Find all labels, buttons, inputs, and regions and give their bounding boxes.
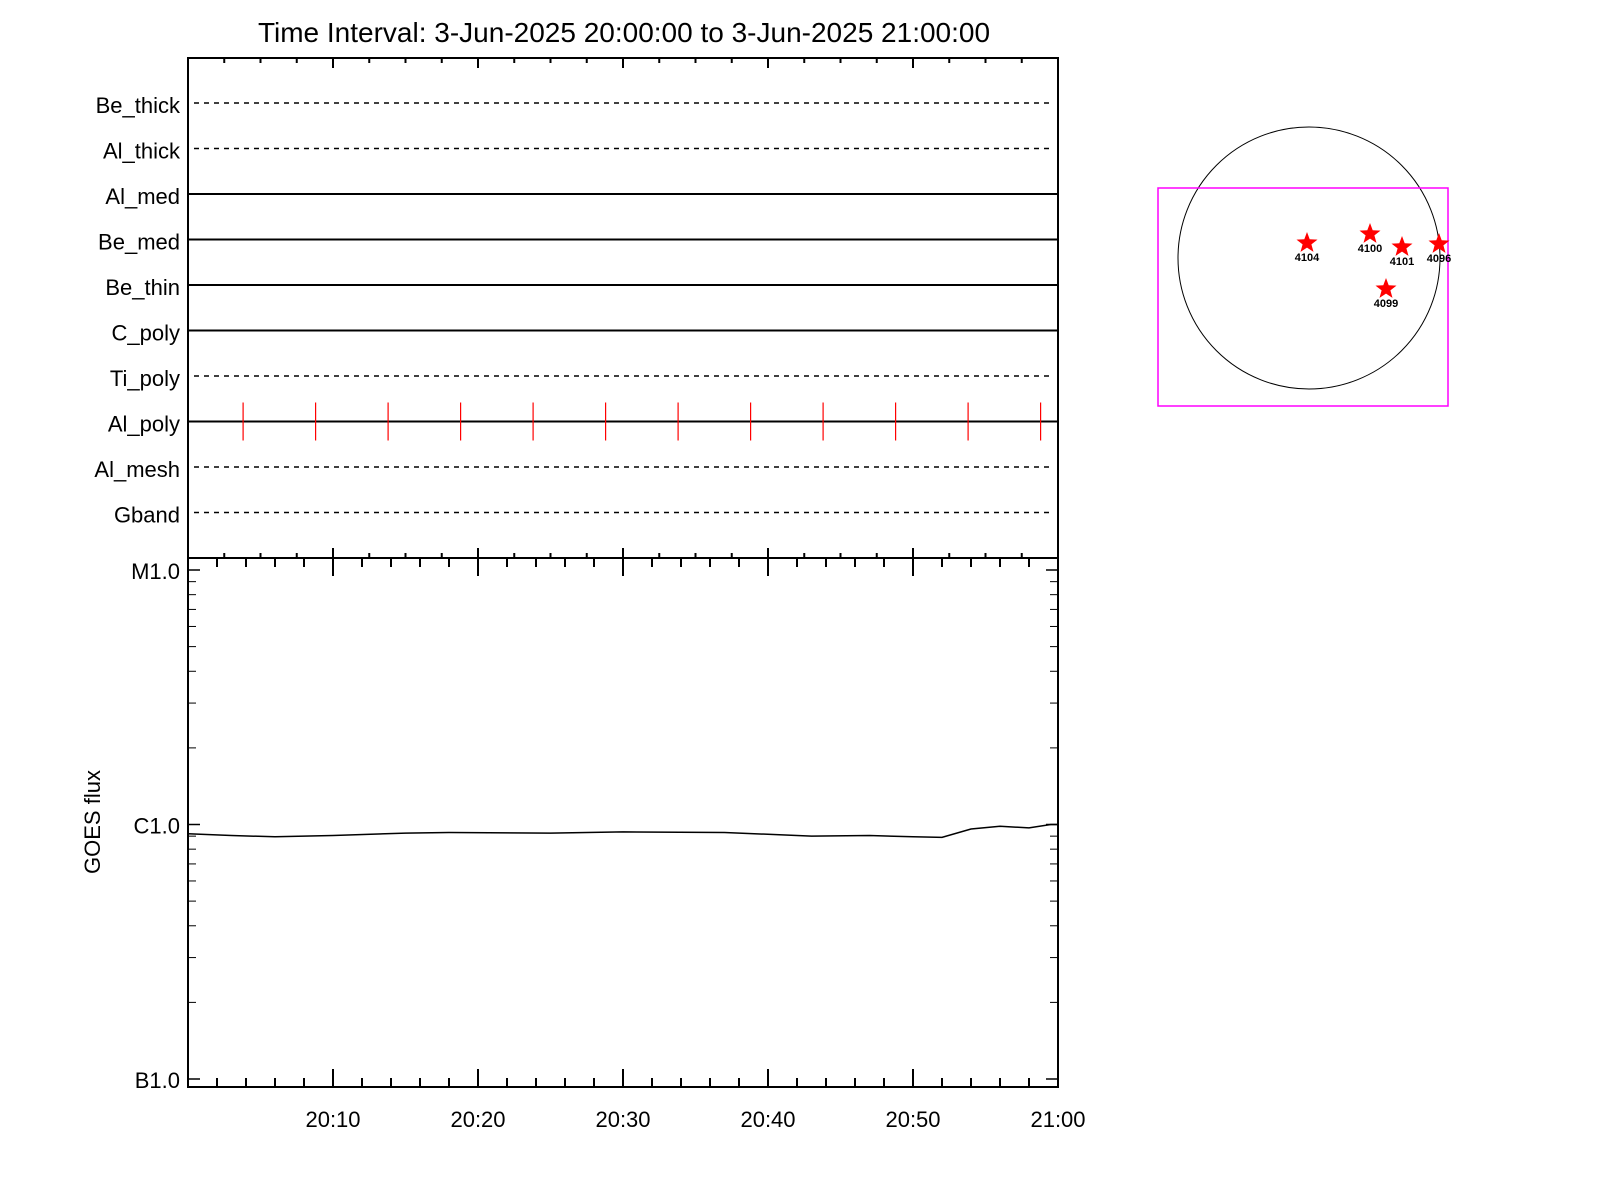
y-axis-label: GOES flux (80, 770, 105, 874)
x-tick-label: 20:20 (450, 1107, 505, 1132)
top-frame (187, 57, 1059, 559)
row-label: Be_thick (96, 93, 181, 118)
row-label: Al_med (105, 184, 180, 209)
x-tick-label: 20:50 (885, 1107, 940, 1132)
filter-timeline-panel: Be_thick Al_thick Al_med Be_med Be_thin C_pol… (94, 57, 1059, 559)
row-label: Al_thick (103, 139, 181, 164)
row-label: Al_mesh (94, 457, 180, 482)
active-region-star-icon (1391, 236, 1413, 256)
active-region-star-icon (1375, 278, 1397, 298)
active-region-star-icon (1359, 223, 1381, 243)
active-region-star-icon (1428, 233, 1450, 253)
chart-title: Time Interval: 3-Jun-2025 20:00:00 to 3-… (258, 17, 990, 48)
active-region-label: 4104 (1295, 252, 1320, 264)
active-region-star-icon (1296, 232, 1318, 252)
y-tick-label: M1.0 (131, 559, 180, 584)
goes-flux-panel: B1.0 C1.0 M1.0 20:10 20:20 20:30 20:40 20:50 21:… (131, 557, 1086, 1132)
active-region-label: 4100 (1358, 243, 1382, 255)
x-tick-label: 20:10 (305, 1107, 360, 1132)
x-tick-label: 21:00 (1030, 1107, 1085, 1132)
active-region-label: 4101 (1390, 256, 1414, 268)
solar-disk (1177, 126, 1441, 390)
row-label: Be_thin (105, 275, 180, 300)
row-label: Al_poly (108, 412, 180, 437)
active-region-label: 4096 (1427, 253, 1451, 265)
y-tick-label: C1.0 (134, 814, 180, 839)
y-tick-label: B1.0 (135, 1068, 180, 1093)
x-tick-label: 20:40 (740, 1107, 795, 1132)
x-tick-label: 20:30 (595, 1107, 650, 1132)
row-label: Be_med (98, 230, 180, 255)
field-of-view-box (1157, 187, 1449, 407)
goes-flux-line (187, 823, 1058, 839)
active-region-label: 4099 (1374, 298, 1398, 310)
bottom-frame (187, 557, 1059, 1088)
sun-map: 4104 4100 4101 4096 4099 (1157, 126, 1451, 407)
row-label: Gband (114, 503, 180, 528)
row-label: Ti_poly (110, 366, 180, 391)
row-label: C_poly (112, 321, 180, 346)
